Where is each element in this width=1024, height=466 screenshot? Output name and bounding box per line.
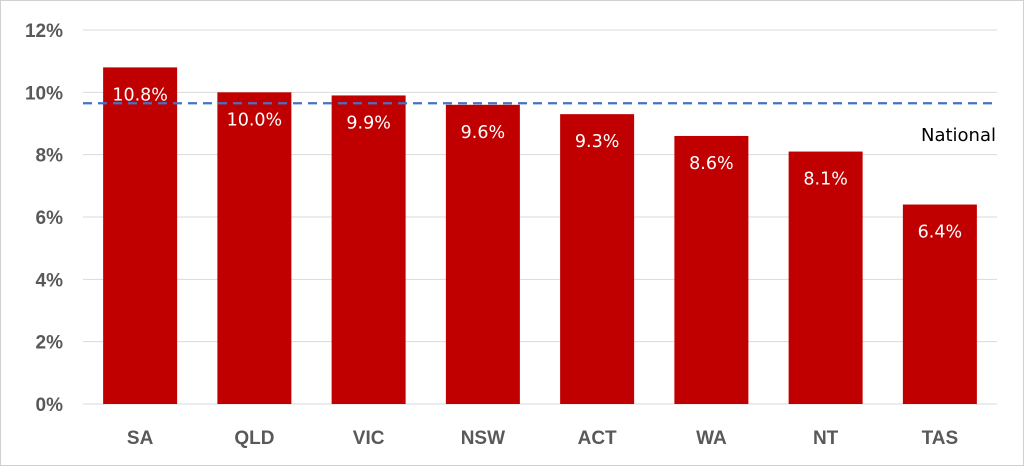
data-label: 9.3%: [575, 132, 619, 152]
y-tick-label: 8%: [36, 146, 64, 167]
data-label: 6.4%: [918, 223, 962, 243]
data-label: 8.1%: [803, 170, 847, 190]
y-tick-label: 4%: [36, 270, 64, 291]
bar: [331, 95, 406, 404]
bar: [902, 204, 977, 404]
y-tick-label: 10%: [25, 83, 63, 104]
y-tick-label: 6%: [36, 208, 64, 229]
data-label: 9.9%: [346, 113, 390, 133]
data-label: 10.0%: [227, 110, 283, 130]
bars: [103, 67, 977, 405]
y-tick-label: 2%: [36, 333, 64, 354]
bar: [103, 67, 178, 405]
x-tick-label: NSW: [461, 428, 505, 449]
x-tick-label: NT: [813, 428, 839, 449]
y-tick-label: 12%: [25, 21, 63, 42]
bar: [445, 104, 520, 405]
x-tick-label: TAS: [922, 428, 959, 449]
data-label: 9.6%: [461, 123, 505, 143]
x-tick-label: QLD: [234, 428, 274, 449]
x-tick-label: WA: [696, 428, 727, 449]
data-labels: 10.8% 10.0% 9.9% 9.6% 9.3% 8.6% 8.1% 6.4%: [112, 85, 962, 242]
bar: [560, 114, 635, 405]
data-label: 10.8%: [112, 85, 168, 105]
data-label: 8.6%: [689, 154, 733, 174]
bar: [217, 92, 292, 404]
x-tick-label: VIC: [353, 428, 385, 449]
x-tick-label: SA: [127, 428, 154, 449]
y-tick-label: 0%: [36, 395, 64, 416]
x-tick-label: ACT: [578, 428, 617, 449]
bar: [788, 151, 863, 404]
national-reference-label: National: [921, 125, 996, 146]
bar: [674, 135, 749, 404]
reference-line-group: National: [83, 102, 997, 146]
axes: 0% 2% 4% 6% 8% 10% 12% SA QLD VIC NSW ACT WA NT TAS: [25, 21, 958, 449]
